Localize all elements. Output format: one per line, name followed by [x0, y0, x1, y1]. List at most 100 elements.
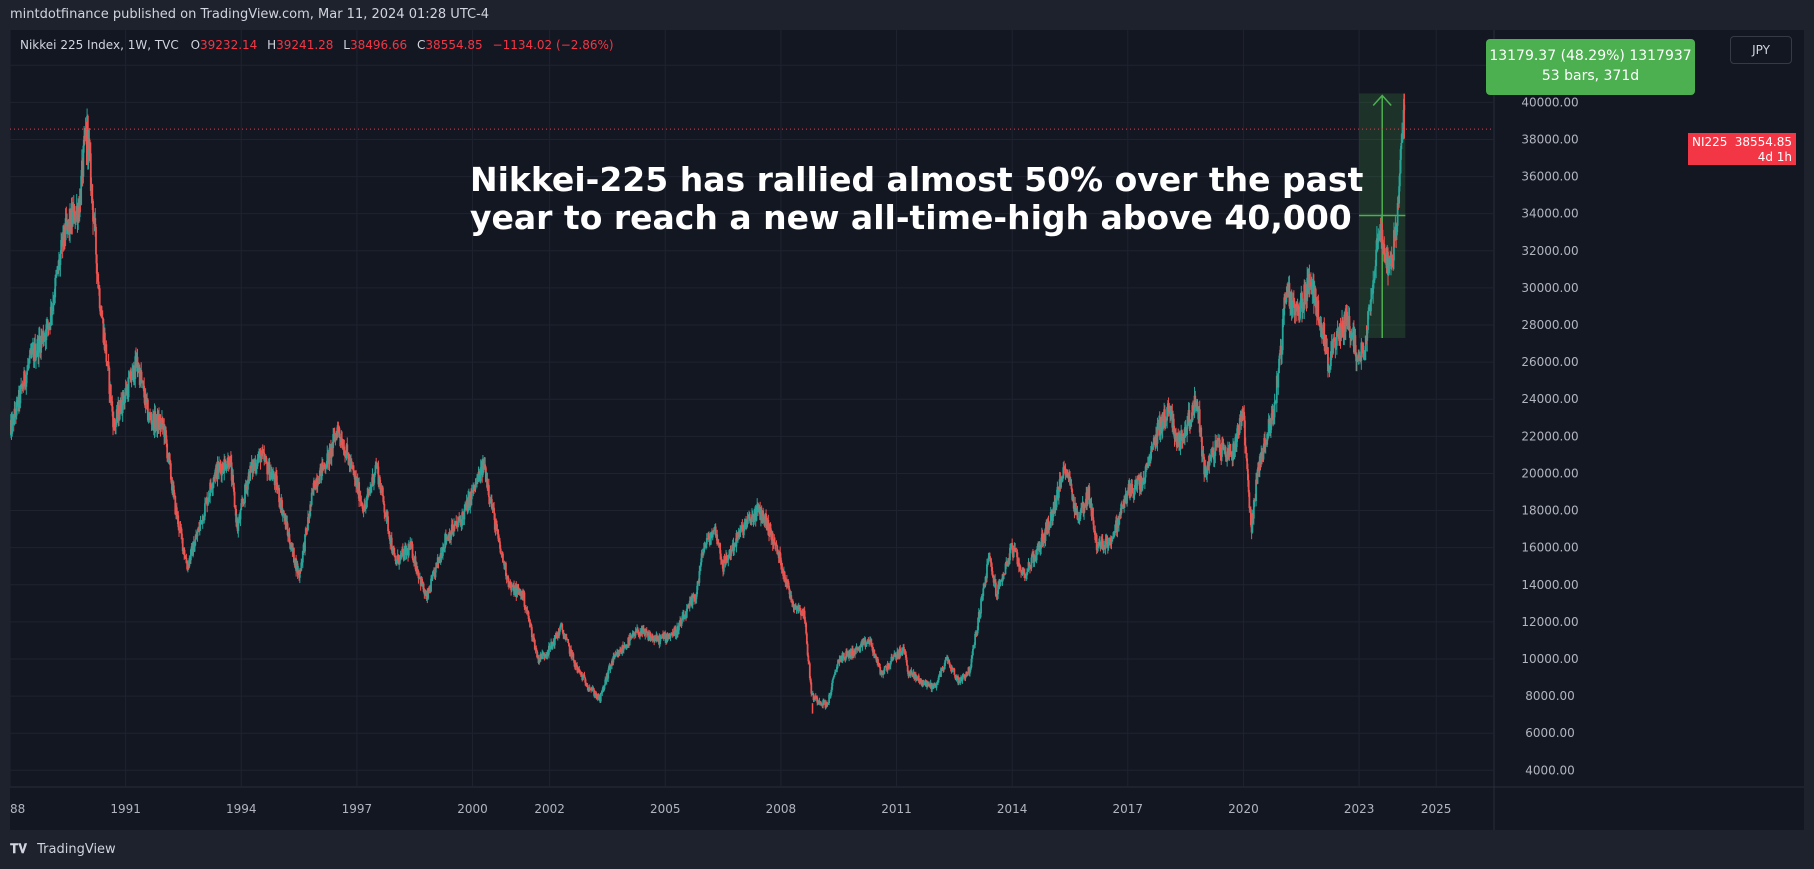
candle-body — [667, 634, 670, 640]
publisher-line: mintdotfinance published on TradingView.… — [10, 7, 490, 22]
candle-body — [260, 456, 263, 463]
candle-body — [693, 597, 696, 599]
candle-body — [1107, 543, 1110, 548]
candle-body — [486, 478, 489, 489]
candle-body — [1243, 412, 1246, 421]
candle-body — [619, 649, 622, 653]
candle-body — [400, 552, 403, 555]
candle-body — [969, 670, 971, 674]
candle-body — [184, 555, 186, 558]
candle-body — [54, 277, 57, 298]
candle-body — [916, 678, 919, 680]
candle-body — [26, 364, 29, 371]
candle-body — [769, 524, 772, 531]
candle-body — [1039, 548, 1042, 550]
candle-body — [463, 508, 466, 520]
candle-body — [1181, 440, 1184, 442]
candle-body — [1027, 562, 1030, 571]
candle-body — [499, 548, 502, 554]
candle-body — [788, 589, 791, 599]
candle-body — [394, 557, 397, 562]
candle-body — [956, 675, 959, 677]
candle-body — [1375, 238, 1378, 250]
candle-body — [1275, 375, 1278, 403]
low-label: L — [343, 38, 350, 52]
candle-body — [189, 549, 192, 561]
candle-body — [373, 473, 376, 477]
candle-body — [1387, 268, 1390, 276]
candle-body — [572, 653, 575, 661]
candle-body — [1273, 402, 1276, 418]
candle-body — [38, 335, 41, 340]
candle-body — [1185, 434, 1188, 436]
candle-body — [83, 135, 86, 146]
candle-body — [805, 633, 808, 644]
candle-body — [586, 686, 589, 688]
candle-body — [903, 646, 905, 652]
candle-body — [283, 513, 286, 518]
chart-area[interactable]: 42000.0040000.0038000.0036000.0034000.00… — [10, 30, 1804, 830]
candle-body — [1092, 520, 1095, 530]
candle-body — [360, 501, 363, 503]
candle-body — [92, 200, 94, 222]
candle-body — [175, 507, 178, 518]
candle-body — [140, 370, 143, 380]
candle-body — [580, 673, 583, 675]
candle-body — [441, 555, 444, 558]
time-tick-label: 2008 — [766, 802, 797, 816]
candle-body — [330, 444, 333, 458]
candle-body — [414, 556, 417, 570]
candle-body — [618, 649, 621, 656]
candle-body — [458, 517, 461, 520]
candle-body — [430, 578, 432, 592]
price-axis[interactable]: 42000.0040000.0038000.0036000.0034000.00… — [1521, 58, 1578, 777]
candle-body — [1086, 490, 1089, 505]
candle-body — [1260, 451, 1263, 464]
candle-body — [771, 533, 774, 545]
candle-body — [1387, 251, 1389, 276]
candle-body — [1152, 443, 1154, 450]
price-chart[interactable]: 42000.0040000.0038000.0036000.0034000.00… — [10, 30, 1804, 830]
candle-body — [891, 658, 894, 661]
candle-body — [198, 524, 201, 531]
candle-body — [1247, 469, 1249, 481]
currency-button[interactable]: JPY — [1730, 36, 1792, 64]
candle-body — [801, 611, 804, 613]
candle-body — [209, 482, 212, 497]
candle-body — [982, 588, 985, 596]
measure-label[interactable]: 13179.37 (48.29%) 1317937 53 bars, 371d — [1486, 39, 1695, 95]
candle-body — [798, 607, 801, 610]
candle-body — [1131, 484, 1134, 493]
candle-body — [244, 484, 246, 503]
candle-body — [1038, 544, 1041, 550]
candle-body — [583, 675, 586, 678]
candle-body — [843, 653, 845, 659]
candle-body — [1301, 292, 1303, 312]
candle-body — [1175, 433, 1177, 439]
candle-body — [403, 548, 406, 560]
candle-body — [1188, 409, 1191, 423]
price-tick-label: 24000.00 — [1521, 392, 1578, 406]
candle-body — [894, 654, 897, 658]
candle-body — [108, 367, 111, 394]
time-axis[interactable]: 1988 1991 1994 1997 2000 2002 2005 2008 2011 2014… — [10, 802, 1451, 816]
candle-body — [107, 361, 110, 368]
candle-body — [674, 628, 676, 630]
candle-body — [56, 266, 59, 273]
candle-body — [937, 680, 939, 682]
candle-body — [393, 553, 396, 558]
candle-body — [750, 518, 753, 524]
candle-body — [977, 617, 979, 631]
candle-body — [1075, 502, 1077, 515]
footer-bar: 𝐓𝐕 TradingView — [0, 830, 1814, 869]
candle-body — [131, 368, 134, 380]
candle-body — [904, 651, 907, 655]
candle-body — [1194, 395, 1197, 407]
candle-body — [1264, 437, 1266, 447]
candle-body — [418, 577, 421, 579]
candle-body — [168, 453, 171, 460]
candle-body — [275, 473, 278, 476]
candle-body — [553, 635, 556, 646]
candle-body — [923, 683, 925, 686]
candle-body — [204, 503, 206, 517]
